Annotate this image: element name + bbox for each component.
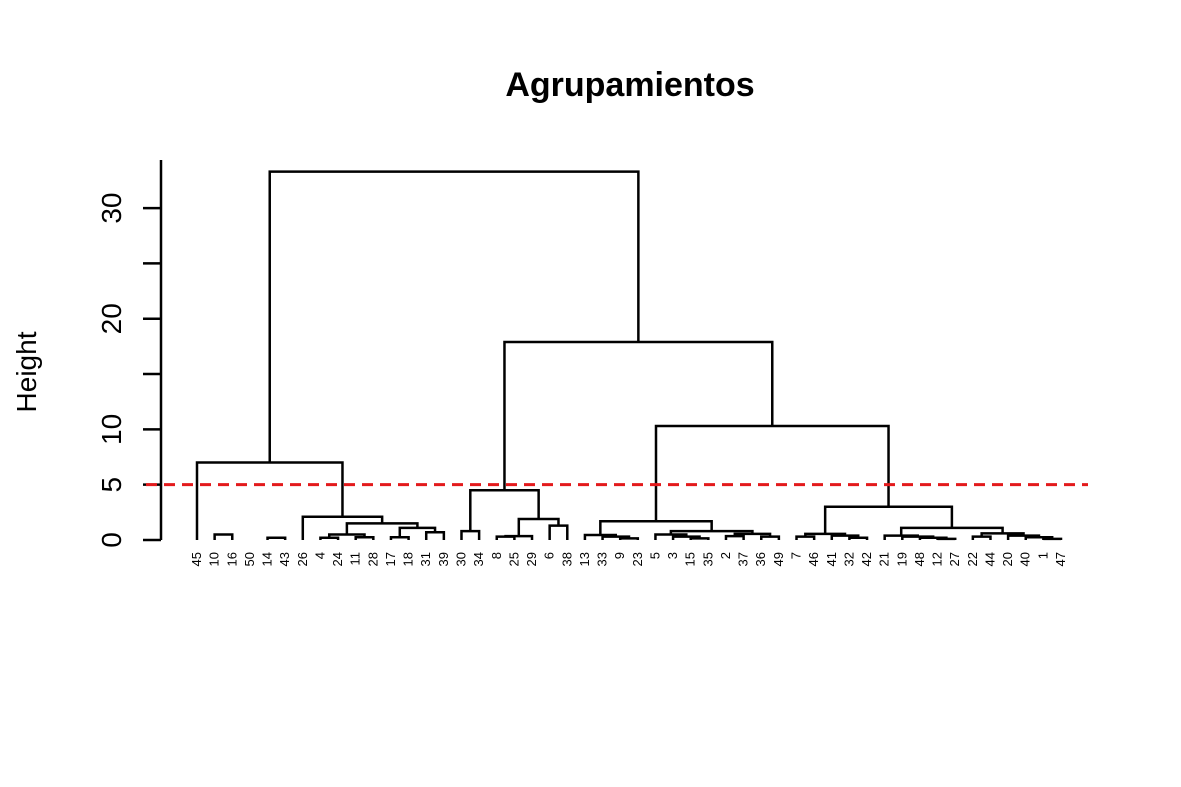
merge-d1 xyxy=(319,536,340,540)
merge-d5 xyxy=(424,531,446,540)
leaf-label: 24 xyxy=(330,552,345,566)
leaf-label: 8 xyxy=(489,552,504,559)
merge-f4 xyxy=(689,537,710,540)
merge-f1 xyxy=(618,537,640,540)
leaf-label: 20 xyxy=(1000,552,1015,566)
y-tick-label: 10 xyxy=(96,414,127,445)
merge-h1 xyxy=(936,537,957,541)
y-tick-label: 30 xyxy=(96,193,127,224)
leaf-label: 21 xyxy=(877,552,892,566)
y-tick-label: 0 xyxy=(96,532,127,548)
leaf-label: 14 xyxy=(260,552,275,566)
leaf-label: 18 xyxy=(401,552,416,566)
y-axis: 0 5 10 20 30 xyxy=(96,160,163,548)
leaf-label: 31 xyxy=(418,552,433,566)
merge-h5 xyxy=(1042,537,1063,541)
merge-f7 xyxy=(724,534,745,540)
merge-e5 xyxy=(517,517,560,537)
y-tick-label: 20 xyxy=(96,303,127,334)
leaf-label: 49 xyxy=(771,552,786,566)
leaf-label: 30 xyxy=(453,552,468,566)
leaf-label: 27 xyxy=(947,552,962,566)
leaf-labels: 45 10 16 50 14 43 26 4 24 11 28 17 18 31 39 30 34 8 25 29 6 3… xyxy=(189,552,1068,566)
leaf-label: 22 xyxy=(965,552,980,566)
merge-c4 xyxy=(266,536,287,540)
merge-g1 xyxy=(795,535,816,540)
leaf-label: 28 xyxy=(365,552,380,566)
leaf-label: 15 xyxy=(683,552,698,566)
leaf-label: 25 xyxy=(506,552,521,566)
leaf-label: 17 xyxy=(383,552,398,566)
chart-title: Agrupamientos xyxy=(505,66,754,104)
merge-A xyxy=(195,461,344,540)
merge-e4 xyxy=(548,524,569,540)
merge-d4 xyxy=(389,535,410,540)
merge-h7 xyxy=(1006,534,1041,540)
merge-D xyxy=(823,505,954,534)
y-axis-label: Height xyxy=(11,331,42,412)
leaf-label: 12 xyxy=(930,552,945,566)
leaf-label: 33 xyxy=(595,552,610,566)
leaf-label: 2 xyxy=(718,552,733,559)
leaf-label: 34 xyxy=(471,552,486,566)
merge-ROOT xyxy=(268,170,640,463)
merge-e1 xyxy=(460,529,481,540)
merge-e3 xyxy=(504,534,534,540)
leaf-label: 5 xyxy=(647,552,662,559)
leaf-label: 50 xyxy=(242,552,257,566)
merge-B xyxy=(469,488,540,532)
merge-g3 xyxy=(830,534,860,540)
y-tick-label: 5 xyxy=(96,477,127,493)
leaf-label: 36 xyxy=(753,552,768,566)
leaf-label: 48 xyxy=(912,552,927,566)
leaf-label: 26 xyxy=(295,552,310,566)
merge-f8 xyxy=(759,535,781,540)
leaf-label: 46 xyxy=(806,552,821,566)
leaf-label: 1 xyxy=(1035,552,1050,559)
leaf-label: 40 xyxy=(1018,552,1033,566)
merge-C xyxy=(599,519,713,536)
leaf-label: 29 xyxy=(524,552,539,566)
merge-g2 xyxy=(848,536,869,540)
leaf-label: 35 xyxy=(700,552,715,566)
leaf-label: 42 xyxy=(859,552,874,566)
leaf-label: 45 xyxy=(189,552,204,566)
leaf-label: 4 xyxy=(312,552,327,559)
merge-E xyxy=(654,424,890,522)
leaf-label: 41 xyxy=(824,552,839,566)
dendrogram-tree xyxy=(195,170,1063,541)
leaf-label: 16 xyxy=(224,552,239,566)
merge-h8 xyxy=(971,535,992,540)
leaf-label: 3 xyxy=(665,552,680,559)
leaf-label: 43 xyxy=(277,552,292,566)
leaf-label: 9 xyxy=(612,552,627,559)
leaf-label: 39 xyxy=(436,552,451,566)
merge-c2 xyxy=(213,533,234,540)
leaf-label: 11 xyxy=(348,552,363,566)
merge-f3 xyxy=(583,533,618,540)
leaf-label: 10 xyxy=(207,552,222,566)
leaf-label: 19 xyxy=(894,552,909,566)
leaf-label: 23 xyxy=(630,552,645,566)
merge-d2 xyxy=(354,535,375,540)
leaf-label: 44 xyxy=(982,552,997,566)
leaf-label: 38 xyxy=(559,552,574,566)
leaf-label: 47 xyxy=(1053,552,1068,566)
leaf-label: 13 xyxy=(577,552,592,566)
leaf-label: 37 xyxy=(736,552,751,566)
leaf-label: 7 xyxy=(789,552,804,559)
merge-F xyxy=(503,340,774,491)
merge-h4 xyxy=(883,534,919,540)
leaf-label: 6 xyxy=(542,552,557,559)
leaf-label: 32 xyxy=(841,552,856,566)
